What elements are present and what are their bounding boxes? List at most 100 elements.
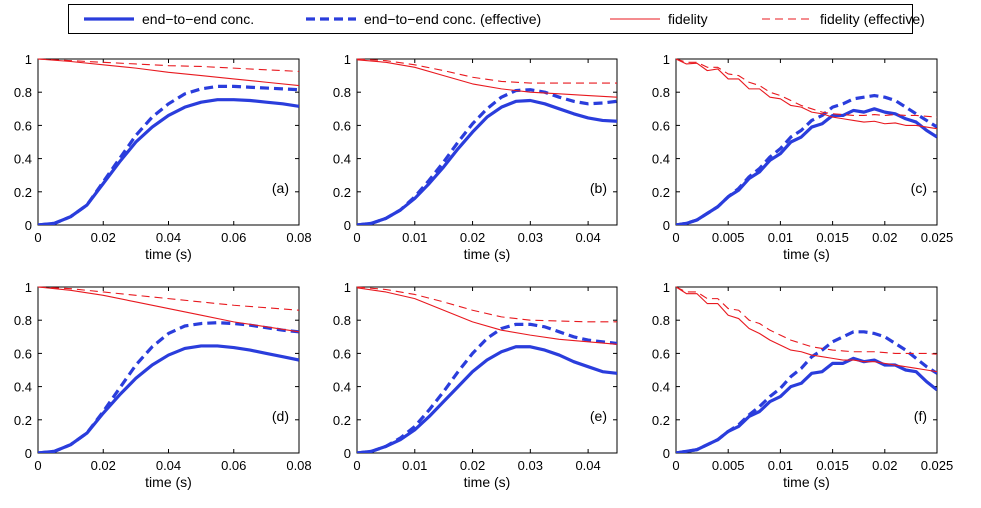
y-tick-label: 0.6 bbox=[333, 118, 351, 133]
axes-frame bbox=[675, 58, 938, 226]
x-tick-label: 0.02 bbox=[872, 230, 897, 245]
series-lines bbox=[38, 286, 299, 453]
axes-frame bbox=[37, 58, 300, 226]
x-tick-label: 0.015 bbox=[816, 230, 849, 245]
y-tick-label: 0.2 bbox=[652, 413, 670, 428]
panel-label: (c) bbox=[911, 180, 927, 196]
x-axis-label: time (s) bbox=[145, 474, 192, 490]
panel-c: 0 0.005 0.01 0.015 0.02 0.025 0 0.2 0.4 0.6 0.8 1 ti… bbox=[652, 52, 953, 262]
x-tick-label: 0.06 bbox=[221, 458, 246, 473]
panel-a: 0 0.02 0.04 0.06 0.08 0 0.2 0.4 0.6 0.8 1 time (s) (… bbox=[14, 52, 312, 262]
panel-label: (b) bbox=[590, 180, 607, 196]
y-tick-label: 0 bbox=[25, 218, 32, 233]
panel-f: 0 0.005 0.01 0.015 0.02 0.025 0 0.2 0.4 0.6 0.8 1 ti… bbox=[652, 280, 953, 490]
series-fidelity-effective bbox=[676, 58, 937, 118]
series-fidelity-effective bbox=[357, 286, 617, 323]
series-fidelity-effective bbox=[357, 58, 617, 84]
y-tick-label: 0.6 bbox=[333, 346, 351, 361]
y-tick-label: 1 bbox=[344, 52, 351, 67]
y-tick-label: 0.8 bbox=[652, 313, 670, 328]
series-fidelity-effective bbox=[38, 286, 299, 311]
x-axis-label: time (s) bbox=[783, 246, 830, 262]
series-conc-effective bbox=[357, 322, 617, 453]
x-tick-label: 0 bbox=[34, 458, 41, 473]
panel-label: (a) bbox=[272, 180, 289, 196]
x-tick-label: 0.02 bbox=[460, 230, 485, 245]
x-tick-label: 0 bbox=[353, 458, 360, 473]
series-lines bbox=[676, 58, 937, 225]
series-fidelity bbox=[357, 59, 617, 98]
axes-frame bbox=[356, 58, 618, 226]
x-tick-label: 0 bbox=[672, 458, 679, 473]
series-fidelity bbox=[38, 58, 299, 87]
series-lines bbox=[676, 286, 937, 453]
y-tick-label: 0.8 bbox=[652, 85, 670, 100]
x-tick-label: 0.02 bbox=[91, 230, 116, 245]
y-tick-label: 0.8 bbox=[14, 85, 32, 100]
x-tick-label: 0.02 bbox=[460, 458, 485, 473]
x-tick-label: 0.04 bbox=[156, 230, 181, 245]
y-tick-label: 0.2 bbox=[333, 185, 351, 200]
y-tick-label: 0 bbox=[344, 446, 351, 461]
x-tick-label: 0.015 bbox=[816, 458, 849, 473]
y-tick-label: 0 bbox=[25, 446, 32, 461]
panel-e: 0 0.01 0.02 0.03 0.04 0 0.2 0.4 0.6 0.8 1 time (s) (… bbox=[333, 280, 618, 490]
series-conc bbox=[38, 344, 299, 453]
x-tick-label: 0.04 bbox=[156, 458, 181, 473]
series-fidelity bbox=[357, 287, 617, 345]
y-tick-label: 0.4 bbox=[652, 380, 670, 395]
axes-frame bbox=[37, 286, 300, 454]
y-tick-label: 1 bbox=[663, 52, 670, 67]
y-tick-label: 0.6 bbox=[14, 346, 32, 361]
x-tick-label: 0.03 bbox=[518, 230, 543, 245]
y-tick-label: 0.8 bbox=[14, 313, 32, 328]
x-axis-label: time (s) bbox=[145, 246, 192, 262]
y-tick-label: 0.2 bbox=[14, 185, 32, 200]
series-lines bbox=[38, 58, 299, 225]
y-tick-label: 0 bbox=[344, 218, 351, 233]
series-fidelity bbox=[38, 286, 299, 333]
axes-frame bbox=[675, 286, 938, 454]
panel-d: 0 0.02 0.04 0.06 0.08 0 0.2 0.4 0.6 0.8 1 time (s) (… bbox=[14, 280, 312, 490]
series-fidelity bbox=[676, 58, 937, 130]
panel-label: (e) bbox=[590, 408, 607, 424]
y-tick-label: 1 bbox=[344, 280, 351, 295]
y-tick-label: 1 bbox=[25, 52, 32, 67]
axes-frame bbox=[356, 286, 618, 454]
y-tick-label: 0.2 bbox=[652, 185, 670, 200]
x-tick-label: 0.005 bbox=[712, 230, 745, 245]
x-tick-label: 0.06 bbox=[221, 230, 246, 245]
y-tick-label: 1 bbox=[25, 280, 32, 295]
y-tick-label: 0.8 bbox=[333, 313, 351, 328]
y-tick-label: 0.6 bbox=[652, 118, 670, 133]
series-fidelity bbox=[676, 286, 937, 373]
series-conc-effective bbox=[676, 330, 937, 453]
x-tick-label: 0.01 bbox=[402, 230, 427, 245]
y-tick-label: 0.4 bbox=[652, 152, 670, 167]
x-tick-label: 0.08 bbox=[286, 458, 311, 473]
x-axis-label: time (s) bbox=[783, 474, 830, 490]
series-conc bbox=[357, 345, 617, 453]
x-tick-label: 0.02 bbox=[91, 458, 116, 473]
series-conc-effective bbox=[38, 321, 299, 453]
legend-label-fidelity: fidelity bbox=[668, 11, 708, 27]
panels: 0 0.02 0.04 0.06 0.08 0 0.2 0.4 0.6 0.8 1 time (s) (… bbox=[14, 52, 953, 490]
y-tick-label: 0.6 bbox=[652, 346, 670, 361]
x-tick-label: 0.01 bbox=[768, 458, 793, 473]
legend-label-conc-effective: end−to−end conc. (effective) bbox=[364, 11, 541, 27]
series-fidelity-effective bbox=[676, 286, 937, 355]
series-lines bbox=[357, 286, 617, 453]
series-conc bbox=[38, 98, 299, 225]
x-tick-label: 0.04 bbox=[575, 458, 600, 473]
x-tick-label: 0.025 bbox=[921, 230, 954, 245]
y-tick-label: 0.2 bbox=[14, 413, 32, 428]
y-tick-label: 0.4 bbox=[333, 152, 351, 167]
x-tick-label: 0 bbox=[672, 230, 679, 245]
y-tick-label: 0.4 bbox=[14, 380, 32, 395]
y-tick-label: 0 bbox=[663, 218, 670, 233]
x-tick-label: 0.025 bbox=[921, 458, 954, 473]
x-axis-label: time (s) bbox=[464, 246, 511, 262]
panel-label: (d) bbox=[272, 408, 289, 424]
series-conc-effective bbox=[676, 93, 937, 225]
